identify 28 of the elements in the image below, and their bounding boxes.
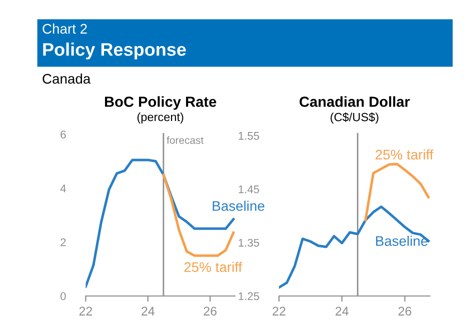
chart-subtitle: (percent) — [137, 112, 184, 124]
y-tick-label: 0 — [60, 292, 66, 300]
series-label: 25% tariff — [184, 262, 242, 272]
x-tick-label: 24 — [142, 306, 154, 316]
y-tick-label: 6 — [60, 130, 66, 138]
chart-subtitle: (C$/US$) — [330, 112, 378, 124]
x-tick-label: 22 — [79, 306, 92, 316]
caption: Chart 2 — [42, 24, 87, 34]
y-tick-label: 1.45 — [238, 185, 260, 194]
y-tick-label: 2 — [60, 238, 66, 246]
y-tick-label: 1.25 — [238, 292, 260, 300]
x-tick-label: 26 — [204, 306, 217, 316]
text: Policy Response — [43, 42, 186, 60]
x-tick-label: 24 — [336, 306, 349, 316]
y-tick-label: 1.35 — [238, 238, 260, 247]
y-tick-label: 4 — [60, 184, 66, 192]
chart-title: Canadian Dollar — [300, 96, 410, 107]
text: Canada — [42, 74, 91, 84]
y-tick-label: 1.55 — [238, 132, 260, 140]
series-label: Baseline — [212, 200, 264, 211]
x-tick-label: 22 — [272, 306, 286, 316]
ref-line-label: forecast — [166, 136, 204, 144]
series-label: 25% tariff — [376, 149, 434, 160]
chart-title: BoC Policy Rate — [105, 96, 216, 110]
line-series — [364, 162, 430, 222]
x-tick-label: 26 — [398, 306, 412, 316]
line-series — [279, 206, 430, 289]
series-label: Baseline — [376, 236, 428, 246]
